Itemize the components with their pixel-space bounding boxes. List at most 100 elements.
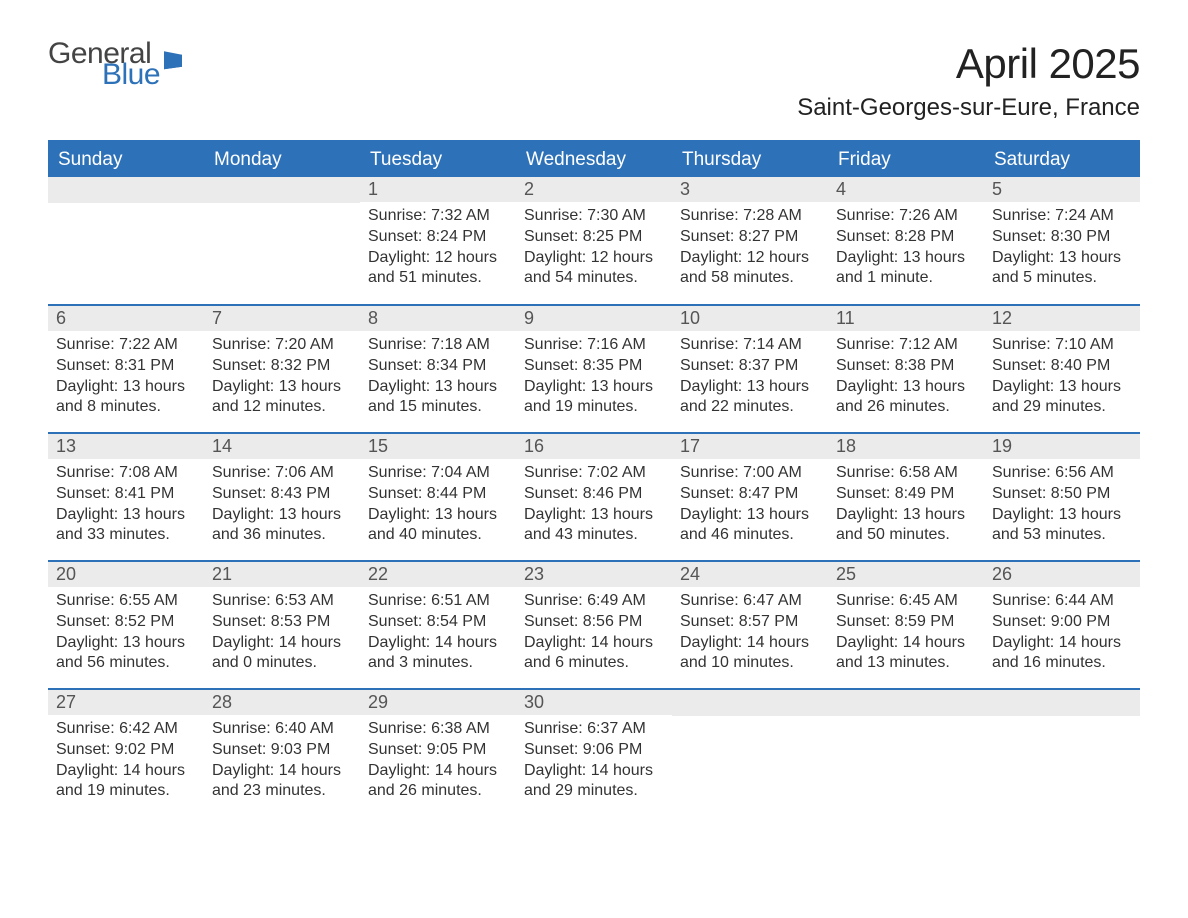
calendar-cell: 2Sunrise: 7:30 AMSunset: 8:25 PMDaylight…	[516, 177, 672, 305]
daylight-line: Daylight: 13 hours and 53 minutes.	[992, 505, 1132, 547]
day-number: 14	[204, 434, 360, 459]
day-number: 5	[984, 177, 1140, 202]
calendar-cell: 24Sunrise: 6:47 AMSunset: 8:57 PMDayligh…	[672, 561, 828, 689]
day-number: 30	[516, 690, 672, 715]
calendar-cell: 28Sunrise: 6:40 AMSunset: 9:03 PMDayligh…	[204, 689, 360, 817]
day-number: 7	[204, 306, 360, 331]
day-number	[828, 690, 984, 716]
calendar-cell: 8Sunrise: 7:18 AMSunset: 8:34 PMDaylight…	[360, 305, 516, 433]
day-number: 16	[516, 434, 672, 459]
sunrise-line: Sunrise: 7:28 AM	[680, 206, 820, 227]
weekday-header: Sunday	[48, 142, 204, 178]
daylight-line: Daylight: 14 hours and 6 minutes.	[524, 633, 664, 675]
weekday-header: Wednesday	[516, 142, 672, 178]
sunrise-line: Sunrise: 7:18 AM	[368, 335, 508, 356]
day-body: Sunrise: 6:53 AMSunset: 8:53 PMDaylight:…	[204, 587, 360, 682]
month-title: April 2025	[797, 40, 1140, 88]
daylight-line: Daylight: 13 hours and 40 minutes.	[368, 505, 508, 547]
sunrise-line: Sunrise: 7:16 AM	[524, 335, 664, 356]
sunset-line: Sunset: 8:44 PM	[368, 484, 508, 505]
sunset-line: Sunset: 9:06 PM	[524, 740, 664, 761]
daylight-line: Daylight: 13 hours and 29 minutes.	[992, 377, 1132, 419]
calendar-cell	[48, 177, 204, 305]
day-body: Sunrise: 7:18 AMSunset: 8:34 PMDaylight:…	[360, 331, 516, 426]
daylight-line: Daylight: 14 hours and 23 minutes.	[212, 761, 352, 803]
sunset-line: Sunset: 8:53 PM	[212, 612, 352, 633]
sunrise-line: Sunrise: 6:58 AM	[836, 463, 976, 484]
sunrise-line: Sunrise: 7:00 AM	[680, 463, 820, 484]
header: General Blue April 2025 Saint-Georges-su…	[48, 40, 1140, 122]
daylight-line: Daylight: 12 hours and 54 minutes.	[524, 248, 664, 290]
sunset-line: Sunset: 8:57 PM	[680, 612, 820, 633]
sunrise-line: Sunrise: 6:55 AM	[56, 591, 196, 612]
day-number: 8	[360, 306, 516, 331]
sunset-line: Sunset: 9:03 PM	[212, 740, 352, 761]
day-body: Sunrise: 6:40 AMSunset: 9:03 PMDaylight:…	[204, 715, 360, 810]
title-block: April 2025 Saint-Georges-sur-Eure, Franc…	[797, 40, 1140, 122]
calendar-cell: 1Sunrise: 7:32 AMSunset: 8:24 PMDaylight…	[360, 177, 516, 305]
day-body: Sunrise: 7:16 AMSunset: 8:35 PMDaylight:…	[516, 331, 672, 426]
weekday-header: Monday	[204, 142, 360, 178]
sunset-line: Sunset: 8:34 PM	[368, 356, 508, 377]
day-number: 17	[672, 434, 828, 459]
day-body: Sunrise: 6:49 AMSunset: 8:56 PMDaylight:…	[516, 587, 672, 682]
sunset-line: Sunset: 8:32 PM	[212, 356, 352, 377]
flag-icon	[164, 48, 182, 69]
sunset-line: Sunset: 8:43 PM	[212, 484, 352, 505]
calendar-cell: 9Sunrise: 7:16 AMSunset: 8:35 PMDaylight…	[516, 305, 672, 433]
sunset-line: Sunset: 9:05 PM	[368, 740, 508, 761]
calendar-cell: 6Sunrise: 7:22 AMSunset: 8:31 PMDaylight…	[48, 305, 204, 433]
sunrise-line: Sunrise: 6:47 AM	[680, 591, 820, 612]
sunset-line: Sunset: 8:38 PM	[836, 356, 976, 377]
brand-logo: General Blue	[48, 40, 182, 89]
sunset-line: Sunset: 8:35 PM	[524, 356, 664, 377]
sunrise-line: Sunrise: 7:22 AM	[56, 335, 196, 356]
sunrise-line: Sunrise: 6:37 AM	[524, 719, 664, 740]
day-number: 1	[360, 177, 516, 202]
day-body: Sunrise: 7:30 AMSunset: 8:25 PMDaylight:…	[516, 202, 672, 297]
daylight-line: Daylight: 13 hours and 19 minutes.	[524, 377, 664, 419]
daylight-line: Daylight: 13 hours and 33 minutes.	[56, 505, 196, 547]
daylight-line: Daylight: 14 hours and 19 minutes.	[56, 761, 196, 803]
day-number: 25	[828, 562, 984, 587]
calendar-week-row: 27Sunrise: 6:42 AMSunset: 9:02 PMDayligh…	[48, 689, 1140, 817]
calendar-cell: 7Sunrise: 7:20 AMSunset: 8:32 PMDaylight…	[204, 305, 360, 433]
sunset-line: Sunset: 8:59 PM	[836, 612, 976, 633]
weekday-header: Saturday	[984, 142, 1140, 178]
sunset-line: Sunset: 8:41 PM	[56, 484, 196, 505]
daylight-line: Daylight: 13 hours and 46 minutes.	[680, 505, 820, 547]
day-number: 18	[828, 434, 984, 459]
weekday-header: Thursday	[672, 142, 828, 178]
day-body: Sunrise: 6:45 AMSunset: 8:59 PMDaylight:…	[828, 587, 984, 682]
sunrise-line: Sunrise: 6:49 AM	[524, 591, 664, 612]
sunrise-line: Sunrise: 6:51 AM	[368, 591, 508, 612]
sunset-line: Sunset: 8:56 PM	[524, 612, 664, 633]
day-body: Sunrise: 7:28 AMSunset: 8:27 PMDaylight:…	[672, 202, 828, 297]
day-number: 3	[672, 177, 828, 202]
day-body: Sunrise: 6:38 AMSunset: 9:05 PMDaylight:…	[360, 715, 516, 810]
day-body: Sunrise: 7:08 AMSunset: 8:41 PMDaylight:…	[48, 459, 204, 554]
day-number: 9	[516, 306, 672, 331]
sunrise-line: Sunrise: 7:04 AM	[368, 463, 508, 484]
calendar-body: 1Sunrise: 7:32 AMSunset: 8:24 PMDaylight…	[48, 177, 1140, 817]
sunset-line: Sunset: 8:28 PM	[836, 227, 976, 248]
sunrise-line: Sunrise: 6:53 AM	[212, 591, 352, 612]
sunrise-line: Sunrise: 7:24 AM	[992, 206, 1132, 227]
calendar-cell: 4Sunrise: 7:26 AMSunset: 8:28 PMDaylight…	[828, 177, 984, 305]
day-body: Sunrise: 6:55 AMSunset: 8:52 PMDaylight:…	[48, 587, 204, 682]
sunset-line: Sunset: 9:02 PM	[56, 740, 196, 761]
sunset-line: Sunset: 8:40 PM	[992, 356, 1132, 377]
day-body: Sunrise: 6:56 AMSunset: 8:50 PMDaylight:…	[984, 459, 1140, 554]
calendar-cell: 5Sunrise: 7:24 AMSunset: 8:30 PMDaylight…	[984, 177, 1140, 305]
day-number: 28	[204, 690, 360, 715]
day-body: Sunrise: 7:22 AMSunset: 8:31 PMDaylight:…	[48, 331, 204, 426]
daylight-line: Daylight: 12 hours and 51 minutes.	[368, 248, 508, 290]
sunrise-line: Sunrise: 7:26 AM	[836, 206, 976, 227]
day-body: Sunrise: 7:24 AMSunset: 8:30 PMDaylight:…	[984, 202, 1140, 297]
day-body: Sunrise: 6:42 AMSunset: 9:02 PMDaylight:…	[48, 715, 204, 810]
day-number: 24	[672, 562, 828, 587]
daylight-line: Daylight: 14 hours and 16 minutes.	[992, 633, 1132, 675]
calendar-week-row: 13Sunrise: 7:08 AMSunset: 8:41 PMDayligh…	[48, 433, 1140, 561]
sunset-line: Sunset: 8:54 PM	[368, 612, 508, 633]
calendar-table: SundayMondayTuesdayWednesdayThursdayFrid…	[48, 140, 1140, 817]
